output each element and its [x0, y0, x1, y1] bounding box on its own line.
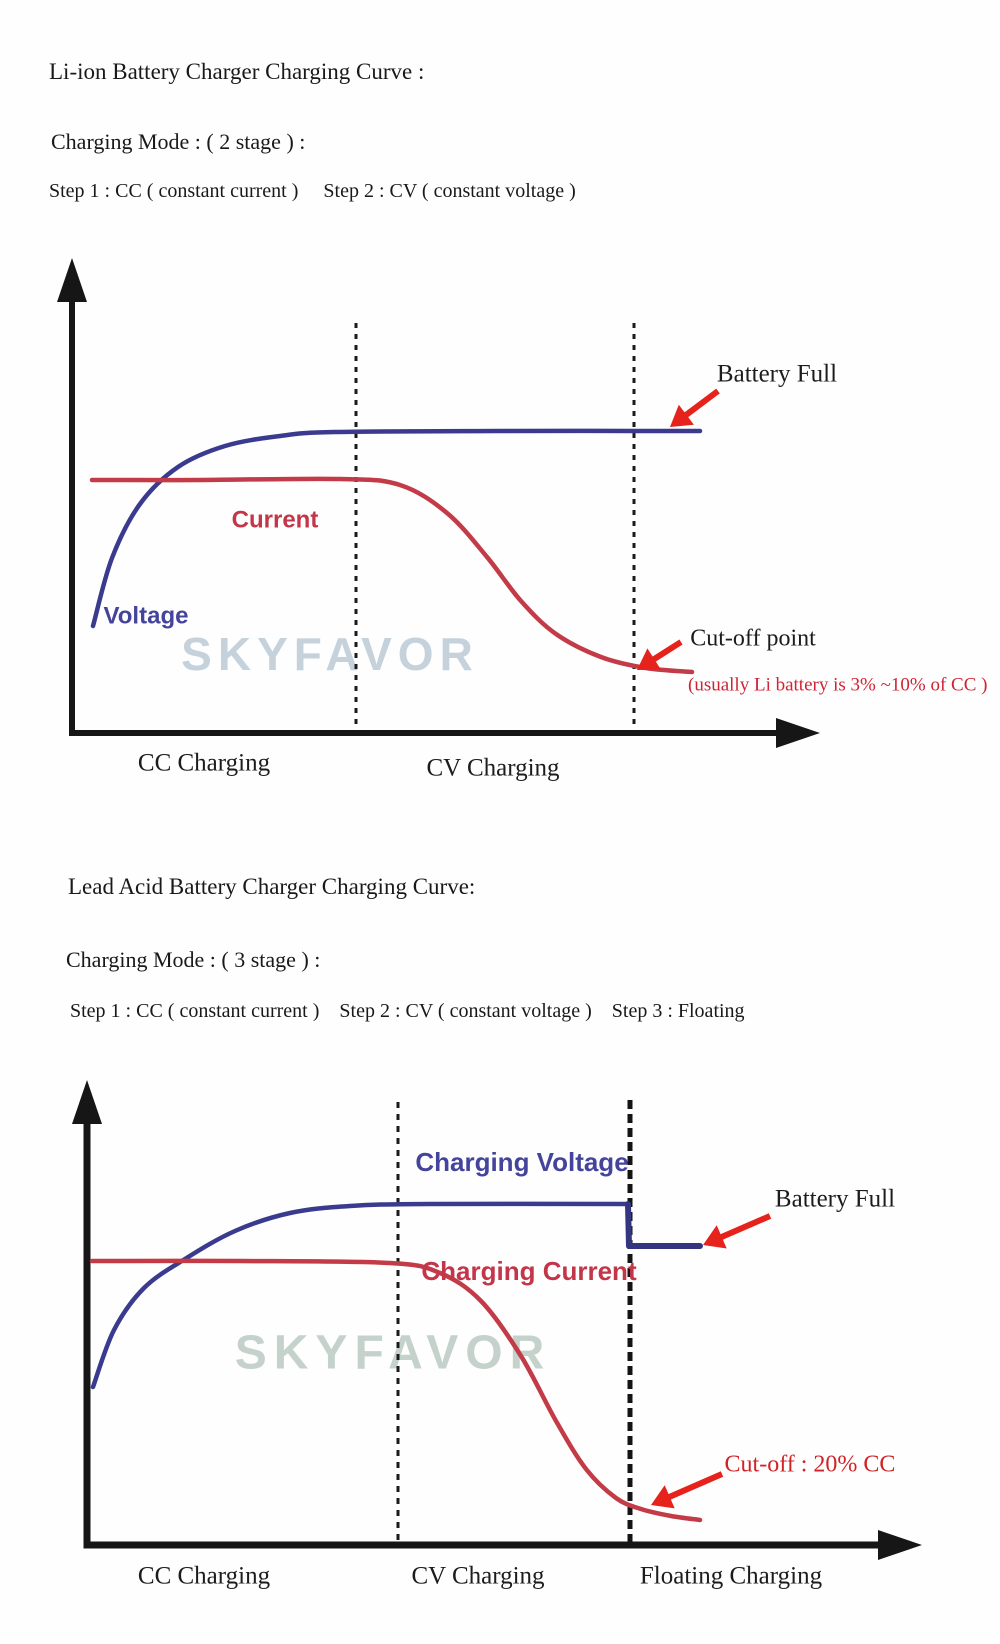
- battery-full-label: Battery Full: [775, 1186, 895, 1213]
- lead-acid-section-title: Lead Acid Battery Charger Charging Curve…: [68, 874, 476, 899]
- voltage-label: Voltage: [104, 602, 189, 629]
- battery-full-arrow-shaft: [714, 1213, 772, 1243]
- charging-voltage-label: Charging Voltage: [415, 1147, 628, 1177]
- battery-full-arrow-head: [670, 404, 694, 427]
- cc-stage-label: CC Charging: [138, 750, 271, 777]
- li-ion-charging-mode: Charging Mode : ( 2 stage ) :: [51, 129, 306, 154]
- lead-acid-charging-mode: Charging Mode : ( 3 stage ) :: [66, 947, 321, 972]
- cv-stage-label: CV Charging: [411, 1563, 545, 1590]
- cutoff-arrow-head: [637, 648, 661, 670]
- cutoff-note: (usually Li battery is 3% ~10% of CC ): [688, 674, 987, 695]
- battery-full-label: Battery Full: [717, 361, 837, 388]
- battery-full-arrow-shaft: [679, 388, 720, 421]
- lead-acid-charging-curve: SKYFAVOR Charging Voltage Charging Current…: [72, 1080, 922, 1590]
- battery-full-arrow-head: [703, 1225, 727, 1249]
- lead-acid-steps: Step 1 : CC ( constant current ) Step 2 …: [70, 1000, 745, 1022]
- x-axis-arrowhead: [878, 1530, 922, 1560]
- charging-voltage-float-segment: [625, 1201, 703, 1249]
- y-axis-arrowhead: [57, 258, 87, 302]
- charging-current-curve: [89, 1258, 703, 1523]
- cutoff-point-label: Cut-off point: [690, 626, 816, 652]
- cutoff-label: Cut-off : 20% CC: [725, 1452, 896, 1478]
- cutoff-arrow-shaft: [647, 639, 683, 665]
- cc-stage-label: CC Charging: [138, 1563, 271, 1590]
- voltage-curve: [90, 428, 703, 629]
- li-ion-charging-curve: SKYFAVOR Current Voltage Battery Full Cut-of…: [57, 258, 987, 782]
- current-label: Current: [232, 506, 319, 533]
- current-curve: [89, 476, 695, 675]
- cv-stage-label: CV Charging: [426, 755, 560, 782]
- cutoff-arrow-head: [651, 1485, 675, 1509]
- x-axis-arrowhead: [776, 718, 820, 748]
- y-axis-arrowhead: [72, 1080, 102, 1124]
- watermark: SKYFAVOR: [235, 1327, 551, 1380]
- li-ion-section-title: Li-ion Battery Charger Charging Curve :: [49, 59, 425, 84]
- charging-current-label: Charging Current: [421, 1256, 637, 1286]
- watermark: SKYFAVOR: [181, 628, 479, 680]
- li-ion-steps: Step 1 : CC ( constant current ) Step 2 …: [49, 180, 576, 202]
- cutoff-arrow-shaft: [662, 1471, 724, 1503]
- charging-voltage-curve: [90, 1201, 631, 1390]
- floating-stage-label: Floating Charging: [640, 1563, 823, 1590]
